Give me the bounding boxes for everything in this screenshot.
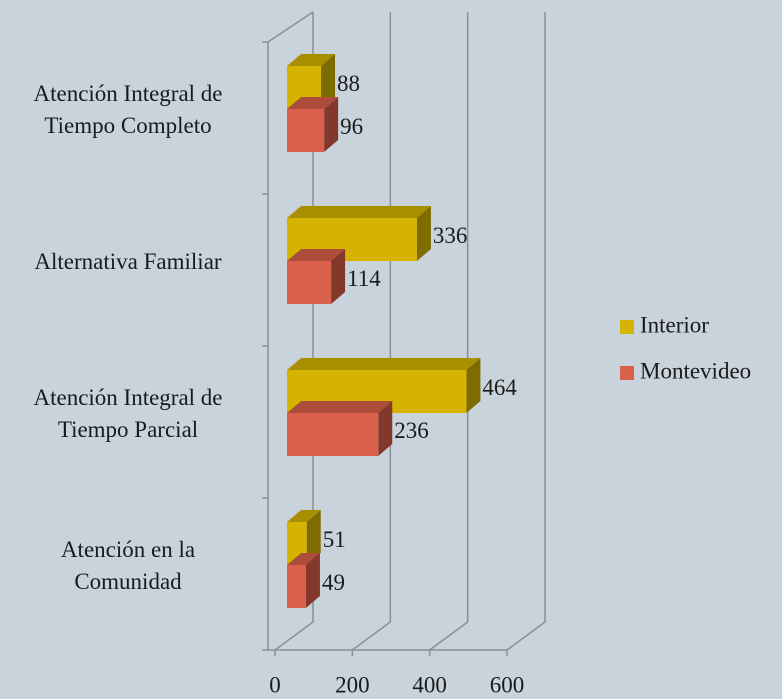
bar-top [287, 97, 339, 109]
bar-side [331, 249, 346, 304]
bar-side [466, 358, 481, 413]
bar-top [287, 401, 393, 413]
legend-swatch [620, 320, 634, 334]
grid-line [351, 12, 392, 651]
bar-top [287, 358, 481, 370]
value-label: 336 [433, 223, 468, 248]
x-tick-label: 200 [335, 672, 370, 697]
category-label: Atención Integral de Tiempo Parcial [33, 385, 223, 442]
wall-edge [267, 11, 314, 43]
bar-side [324, 97, 339, 152]
bar-top [287, 553, 320, 565]
value-label: 51 [323, 527, 346, 552]
x-tick-label: 400 [412, 672, 447, 697]
bar-top [287, 249, 346, 261]
legend-swatch [620, 366, 634, 380]
value-label: 49 [322, 570, 345, 595]
x-tick-label: 600 [490, 672, 525, 697]
bar-side [321, 54, 336, 109]
legend-label: Montevideo [640, 358, 751, 383]
bar-top [287, 206, 431, 218]
bar-side [416, 206, 431, 261]
bar [287, 413, 379, 456]
bar-side [378, 401, 393, 456]
grid-line [506, 12, 546, 651]
category-label: Alternativa Familiar [34, 249, 222, 274]
bar [287, 109, 325, 152]
bar [287, 261, 332, 304]
bar-side [306, 510, 321, 565]
bar-top [287, 510, 321, 522]
value-label: 236 [394, 418, 429, 443]
bar [287, 565, 306, 608]
category-label: Atención Integral de Tiempo Completo [33, 81, 223, 138]
value-label: 114 [347, 266, 381, 291]
grid-line [429, 12, 469, 651]
bar-side [305, 553, 320, 608]
category-label: Atención en la Comunidad [60, 537, 196, 594]
value-label: 96 [340, 114, 363, 139]
value-label: 464 [482, 375, 517, 400]
value-label: 88 [337, 71, 360, 96]
x-tick-label: 0 [269, 672, 281, 697]
bar-top [287, 54, 336, 66]
legend-label: Interior [640, 312, 709, 337]
